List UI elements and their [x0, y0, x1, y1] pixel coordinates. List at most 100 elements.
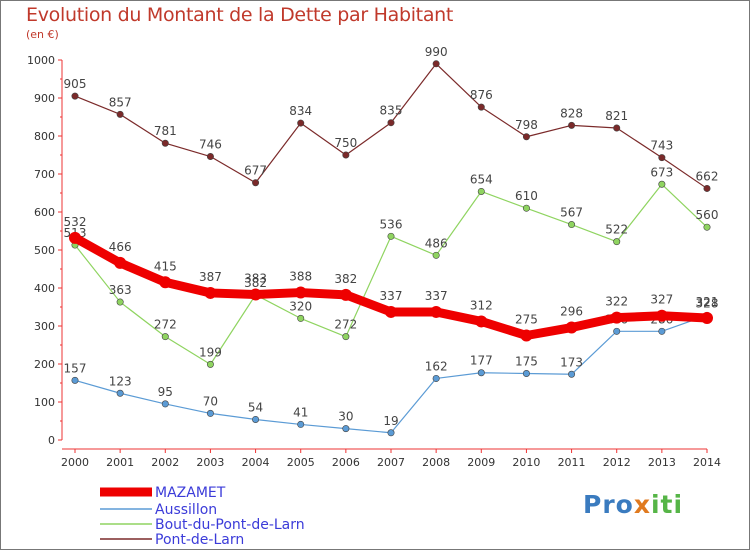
data-label: 567 — [560, 206, 583, 220]
data-label: 835 — [380, 104, 403, 118]
data-point — [430, 305, 443, 318]
data-point — [432, 251, 440, 259]
data-point — [565, 321, 578, 334]
data-point — [432, 60, 440, 68]
data-label: 337 — [425, 289, 448, 303]
series-line-Bout-du-Pont-de-Larn — [74, 183, 708, 365]
x-tick-label: 2011 — [558, 456, 586, 469]
y-tick-label: 200 — [34, 358, 55, 371]
data-label: 327 — [650, 293, 673, 307]
data-label: 610 — [515, 189, 538, 203]
data-label: 296 — [560, 305, 583, 319]
data-point — [703, 223, 711, 231]
data-point — [339, 288, 352, 301]
legend-label: Aussillon — [155, 502, 217, 518]
data-label: 275 — [515, 313, 538, 327]
x-tick-label: 2007 — [377, 456, 405, 469]
data-point — [249, 288, 262, 301]
data-label: 382 — [334, 272, 357, 286]
data-label: 320 — [289, 299, 312, 313]
data-label: 654 — [470, 172, 493, 186]
data-label: 798 — [515, 118, 538, 132]
data-point — [387, 119, 395, 127]
data-label: 743 — [650, 139, 673, 153]
data-point — [161, 333, 169, 341]
data-label: 746 — [199, 138, 222, 152]
data-point — [116, 110, 124, 118]
data-label: 990 — [425, 45, 448, 59]
x-tick-label: 2014 — [693, 456, 721, 469]
data-point — [703, 184, 711, 192]
chart-unit: (en €) — [26, 28, 59, 41]
y-tick-label: 900 — [34, 92, 55, 105]
data-label: 466 — [109, 240, 132, 254]
data-label: 272 — [154, 318, 177, 332]
data-label: 337 — [380, 289, 403, 303]
data-point — [522, 204, 530, 212]
data-label: 19 — [383, 414, 398, 428]
x-tick-label: 2012 — [603, 456, 631, 469]
data-label: 312 — [470, 298, 493, 312]
data-point — [297, 420, 305, 428]
data-point — [297, 314, 305, 322]
data-label: 388 — [289, 270, 312, 284]
data-point — [477, 187, 485, 195]
data-label: 677 — [244, 164, 267, 178]
data-label: 123 — [109, 374, 132, 388]
x-tick-label: 2004 — [242, 456, 270, 469]
data-label: 662 — [696, 169, 719, 183]
logo-part-iti: iti — [650, 490, 684, 519]
data-label: 54 — [248, 400, 263, 414]
data-point — [387, 429, 395, 437]
data-point — [342, 333, 350, 341]
logo-part-x: x — [633, 490, 651, 519]
data-point — [432, 374, 440, 382]
y-tick-label: 0 — [48, 434, 55, 447]
data-label: 536 — [380, 217, 403, 231]
data-label: 781 — [154, 124, 177, 138]
data-label: 363 — [109, 283, 132, 297]
x-tick-label: 2006 — [332, 456, 360, 469]
data-point — [701, 312, 713, 325]
data-label: 162 — [425, 359, 448, 373]
data-label: 175 — [515, 355, 538, 369]
data-point — [658, 154, 666, 162]
data-label: 41 — [293, 405, 308, 419]
data-point — [522, 133, 530, 141]
data-point — [204, 286, 217, 299]
data-label: 321 — [696, 295, 719, 309]
data-point — [206, 153, 214, 161]
data-point — [252, 415, 260, 423]
data-point — [658, 327, 666, 335]
data-label: 177 — [470, 354, 493, 368]
data-label: 157 — [64, 361, 87, 375]
data-label: 560 — [696, 208, 719, 222]
data-label: 322 — [605, 295, 628, 309]
y-tick-label: 1000 — [27, 54, 55, 67]
legend-label: Bout-du-Pont-de-Larn — [155, 517, 305, 533]
data-point — [520, 329, 533, 342]
data-label: 673 — [650, 165, 673, 179]
data-label: 382 — [244, 276, 267, 290]
x-tick-label: 2010 — [512, 456, 540, 469]
data-point — [116, 298, 124, 306]
y-tick-label: 400 — [34, 282, 55, 295]
y-tick-label: 800 — [34, 130, 55, 143]
x-tick-label: 2001 — [106, 456, 134, 469]
data-label: 750 — [334, 136, 357, 150]
x-tick-label: 2002 — [151, 456, 179, 469]
data-point — [475, 315, 488, 328]
x-tick-label: 2013 — [648, 456, 676, 469]
data-point — [385, 305, 397, 318]
x-tick-label: 2005 — [287, 456, 315, 469]
data-label: 199 — [199, 345, 222, 359]
data-label: 173 — [560, 355, 583, 369]
data-point — [342, 425, 350, 433]
data-label: 821 — [605, 109, 628, 123]
y-tick-label: 300 — [34, 320, 55, 333]
data-label: 95 — [158, 385, 173, 399]
data-label: 834 — [289, 104, 312, 118]
data-point — [297, 119, 305, 127]
data-label: 387 — [199, 270, 222, 284]
